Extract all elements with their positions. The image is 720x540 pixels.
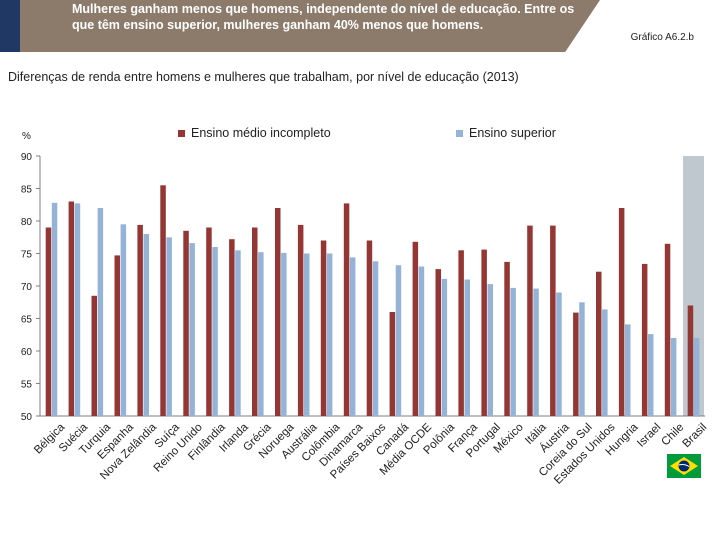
bar-series1	[229, 239, 235, 416]
bar-series2	[212, 247, 218, 416]
bar-series2	[395, 265, 402, 416]
legend-swatch-series2	[456, 129, 463, 137]
bar-series2	[441, 278, 448, 416]
bar-series1	[252, 227, 258, 416]
bar-series2	[74, 203, 81, 416]
bar-series2	[281, 252, 287, 416]
bar-series2	[487, 284, 493, 416]
bar-series2	[304, 253, 310, 416]
bar-series1	[91, 295, 97, 417]
bar-series1	[687, 305, 694, 416]
bar-series2	[97, 208, 104, 416]
y-tick-label: 60	[21, 347, 33, 358]
y-axis-unit: %	[22, 131, 31, 142]
bar-series2	[579, 302, 585, 417]
bar-series2	[533, 288, 539, 416]
accent-bar	[0, 0, 20, 52]
bar-series1	[481, 249, 487, 416]
bar-series2	[120, 224, 127, 417]
bar-series2	[372, 261, 379, 416]
y-tick-label: 90	[21, 152, 33, 163]
bar-series1	[297, 224, 304, 416]
bar-series2	[189, 243, 195, 416]
bar-series2	[143, 234, 149, 416]
bar-series2	[693, 338, 700, 416]
bar-series2	[166, 237, 172, 417]
bar-series1	[527, 225, 533, 416]
figure-reference: Gráfico A6.2.b	[630, 32, 694, 43]
bar-series1	[389, 312, 396, 416]
y-tick-label: 75	[21, 250, 33, 261]
bar-series2	[648, 334, 654, 416]
y-tick-label: 85	[21, 185, 33, 196]
bar-series2	[670, 338, 677, 416]
bar-series2	[625, 324, 631, 416]
category-label: Israel	[635, 421, 663, 449]
bar-series1	[573, 312, 579, 416]
bar-series1	[618, 208, 625, 416]
bar-series2	[464, 279, 470, 416]
bar-series1	[114, 255, 120, 416]
bar-series1	[641, 263, 648, 416]
bar-series2	[418, 266, 425, 416]
bar-series2	[556, 292, 562, 416]
bar-series1	[45, 227, 52, 416]
bar-series1	[366, 240, 373, 416]
title-banner	[20, 0, 600, 52]
bar-series2	[510, 287, 516, 416]
bar-series1	[458, 250, 464, 417]
bar-series1	[275, 208, 281, 416]
y-tick-label: 65	[21, 315, 33, 326]
bar-series2	[602, 309, 608, 416]
bar-series1	[504, 261, 510, 416]
y-tick-label: 55	[21, 380, 33, 391]
chart-title: Diferenças de renda entre homens e mulhe…	[8, 70, 519, 84]
bar-series1	[435, 269, 441, 416]
y-tick-label: 50	[21, 412, 33, 423]
bar-series2	[258, 252, 264, 416]
y-tick-label: 80	[21, 217, 33, 228]
bar-series1	[68, 201, 75, 416]
bar-series1	[550, 225, 556, 416]
bar-series1	[596, 271, 602, 416]
legend-item-series2: Ensino superior	[456, 126, 556, 140]
bar-series1	[343, 203, 350, 416]
bar-series1	[320, 240, 327, 416]
legend-label-series2: Ensino superior	[469, 126, 556, 140]
bar-series1	[664, 243, 671, 417]
category-label: Brasil	[681, 421, 710, 450]
bar-series2	[326, 253, 333, 416]
legend-label-series1: Ensino médio incompleto	[191, 126, 331, 140]
headline: Mulheres ganham menos que homens, indepe…	[72, 2, 575, 32]
brazil-flag-icon	[667, 454, 701, 478]
legend-item-series1: Ensino médio incompleto	[178, 126, 331, 140]
highlight-band	[683, 156, 704, 416]
bar-series1	[206, 227, 212, 416]
y-tick-label: 70	[21, 282, 33, 293]
bar-series1	[183, 230, 189, 417]
bar-series1	[137, 224, 143, 416]
bar-series2	[51, 202, 58, 416]
legend-swatch-series1	[178, 129, 185, 137]
bar-series2	[349, 257, 356, 416]
bar-series2	[235, 250, 241, 417]
bar-series1	[412, 241, 419, 416]
bar-series1	[160, 185, 166, 417]
